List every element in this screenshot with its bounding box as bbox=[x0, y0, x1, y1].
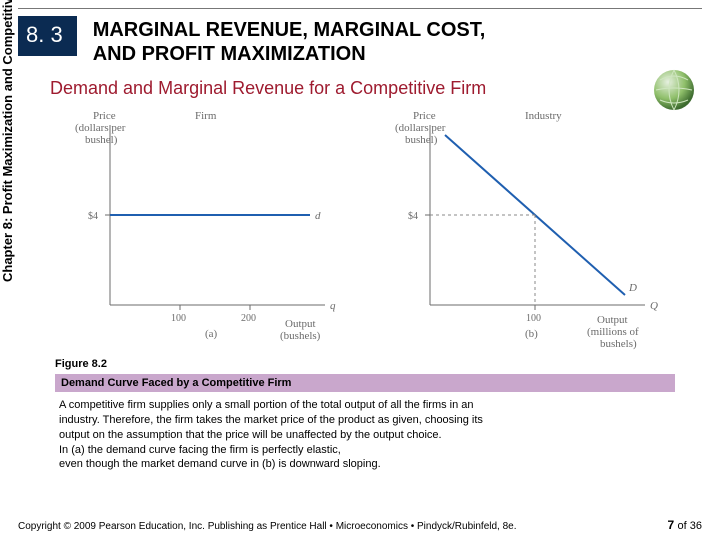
panel-a-ylabel-l3: bushel) bbox=[85, 134, 118, 146]
panel-a-ylabel-l1: Price bbox=[93, 110, 116, 122]
panel-a-x-axis-label: q bbox=[330, 300, 336, 312]
panel-b-xcaption-l3: bushels) bbox=[600, 338, 637, 350]
panel-a-xtick-2-label: 200 bbox=[241, 313, 256, 324]
figure-area: Price (dollars per bushel) Firm $4 d 100… bbox=[55, 105, 675, 355]
section-number-badge: 8. 3 bbox=[18, 16, 77, 56]
figure-title-bar: Demand Curve Faced by a Competitive Firm bbox=[55, 374, 675, 392]
subheader: Demand and Marginal Revenue for a Compet… bbox=[50, 78, 486, 99]
section-title-line1: MARGINAL REVENUE, MARGINAL COST, bbox=[93, 18, 486, 42]
panel-a-label: (a) bbox=[205, 328, 218, 340]
panel-a-xtick-1-label: 100 bbox=[171, 313, 186, 324]
panel-b: Price (dollars per bushel) Industry $4 D… bbox=[395, 110, 658, 350]
panel-b-ytick-label: $4 bbox=[408, 211, 418, 222]
panel-a-ytick-label: $4 bbox=[88, 211, 98, 222]
panel-b-ylabel-l1: Price bbox=[413, 110, 436, 122]
footer-page-of: of bbox=[678, 520, 690, 532]
footer-copyright: Copyright © 2009 Pearson Education, Inc.… bbox=[18, 521, 517, 532]
chapter-sidebar-label: Chapter 8: Profit Maximization and Compe… bbox=[0, 0, 15, 300]
panel-a-d-label: d bbox=[315, 210, 321, 222]
panel-b-top-label: Industry bbox=[525, 110, 562, 122]
footer: Copyright © 2009 Pearson Education, Inc.… bbox=[18, 518, 702, 532]
footer-page: 7 of 36 bbox=[667, 518, 702, 532]
panel-b-label: (b) bbox=[525, 328, 538, 340]
panel-b-xcaption-l2: (millions of bbox=[587, 326, 639, 338]
panel-b-D-label: D bbox=[628, 282, 637, 294]
panel-b-ylabel-l2: (dollars per bbox=[395, 122, 446, 134]
figure-body-l4: In (a) the demand curve facing the firm … bbox=[59, 443, 671, 458]
figure-body-l5: even though the market demand curve in (… bbox=[59, 457, 671, 472]
footer-page-current: 7 bbox=[667, 518, 674, 532]
header: 8. 3 MARGINAL REVENUE, MARGINAL COST, AN… bbox=[18, 16, 485, 66]
panel-a-xcaption-l1: Output bbox=[285, 318, 316, 330]
panel-b-xtick-1-label: 100 bbox=[526, 313, 541, 324]
figure-body: A competitive firm supplies only a small… bbox=[55, 398, 675, 472]
section-title: MARGINAL REVENUE, MARGINAL COST, AND PRO… bbox=[93, 16, 486, 66]
caption-block: Figure 8.2 Demand Curve Faced by a Compe… bbox=[55, 358, 675, 472]
figure-label: Figure 8.2 bbox=[55, 358, 675, 370]
figure-body-l1: A competitive firm supplies only a small… bbox=[59, 398, 671, 413]
section-title-line2: AND PROFIT MAXIMIZATION bbox=[93, 42, 486, 66]
panel-b-ylabel-l3: bushel) bbox=[405, 134, 438, 146]
panel-a-top-label: Firm bbox=[195, 110, 217, 122]
footer-page-total: 36 bbox=[690, 520, 702, 532]
chapter-sidebar-text: Chapter 8: Profit Maximization and Compe… bbox=[0, 0, 15, 292]
panel-b-xcaption-l1: Output bbox=[597, 314, 628, 326]
figure-body-l3: output on the assumption that the price … bbox=[59, 428, 671, 443]
panel-a: Price (dollars per bushel) Firm $4 d 100… bbox=[75, 110, 336, 342]
top-rule bbox=[18, 8, 702, 9]
panel-a-ylabel-l2: (dollars per bbox=[75, 122, 126, 134]
figure-svg: Price (dollars per bushel) Firm $4 d 100… bbox=[55, 105, 675, 355]
figure-body-l2: industry. Therefore, the firm takes the … bbox=[59, 413, 671, 428]
panel-b-x-axis-label: Q bbox=[650, 300, 658, 312]
panel-a-xcaption-l2: (bushels) bbox=[280, 330, 321, 342]
